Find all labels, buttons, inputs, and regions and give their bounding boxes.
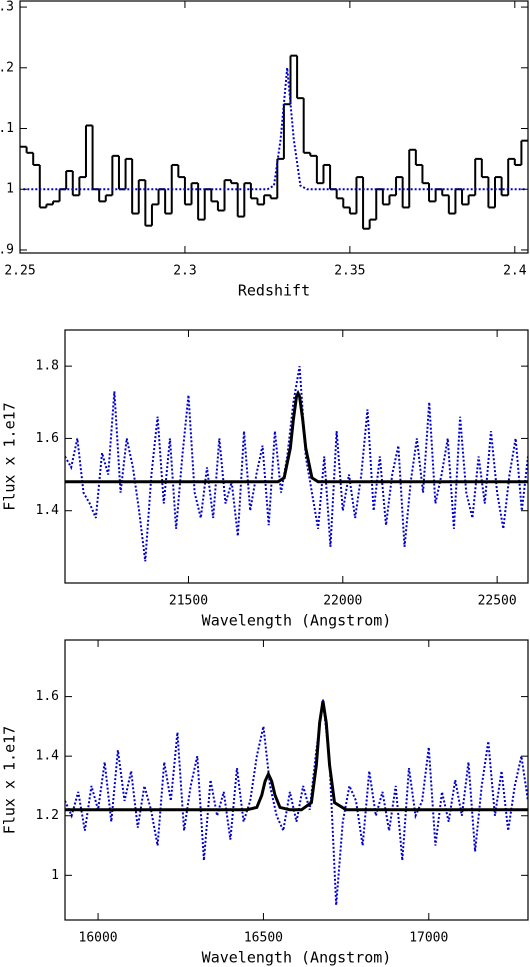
panel: 16000 16500 17000 1 1.2 1.4 1.6 Wavelength (Ang… <box>1 639 529 967</box>
y-tick-label: 1.6 <box>36 431 59 446</box>
y-tick-label: 1 <box>51 868 59 883</box>
x-tick-label: 22000 <box>323 594 362 609</box>
y-axis-label: Flux x 1.e17 <box>1 402 19 510</box>
plot-frame <box>64 639 529 921</box>
y-tick-label: 1.3 <box>0 0 14 15</box>
plot-frame <box>19 0 529 254</box>
plot-area <box>65 699 528 906</box>
data-line <box>23 67 525 191</box>
y-tick-label: 1.8 <box>36 359 59 374</box>
x-axis-label: Wavelength (Angstrom) <box>202 949 392 967</box>
x-tick-label: 22500 <box>478 594 517 609</box>
y-tick-label: 1.2 <box>0 60 14 75</box>
data-line <box>65 700 528 812</box>
y-tick-label: 0.9 <box>0 242 14 257</box>
plot-area <box>65 365 528 562</box>
x-tick-label: 21500 <box>169 594 208 609</box>
x-tick-label: 2.35 <box>334 264 365 279</box>
y-tick-label: 1.6 <box>36 689 59 704</box>
panel: 2.25 2.3 2.35 2.4 0.9 1 1.1 1.2 1.3 Redshift <box>0 0 529 300</box>
x-tick-label: 2.25 <box>4 264 35 279</box>
panel: 21500 22000 22500 1.4 1.6 1.8 Wavelength (Angs… <box>1 329 529 630</box>
x-tick-label: 16000 <box>79 931 118 946</box>
data-line <box>65 389 528 484</box>
x-axis-label: Wavelength (Angstrom) <box>202 612 392 630</box>
y-tick-label: 1.4 <box>36 503 60 518</box>
data-line <box>65 699 528 906</box>
y-tick-label: 1.2 <box>36 808 59 823</box>
x-tick-label: 2.3 <box>173 264 196 279</box>
y-axis-label: Flux x 1.e17 <box>1 726 19 834</box>
x-axis-label: Redshift <box>238 282 310 300</box>
y-tick-label: 1.4 <box>36 749 60 764</box>
x-tick-label: 2.4 <box>503 264 527 279</box>
y-tick-label: 1 <box>6 182 14 197</box>
x-tick-label: 17000 <box>409 931 448 946</box>
x-tick-label: 16500 <box>244 931 283 946</box>
plot-frame <box>64 329 529 584</box>
plot-area <box>20 54 528 230</box>
y-tick-label: 1.1 <box>0 121 14 136</box>
